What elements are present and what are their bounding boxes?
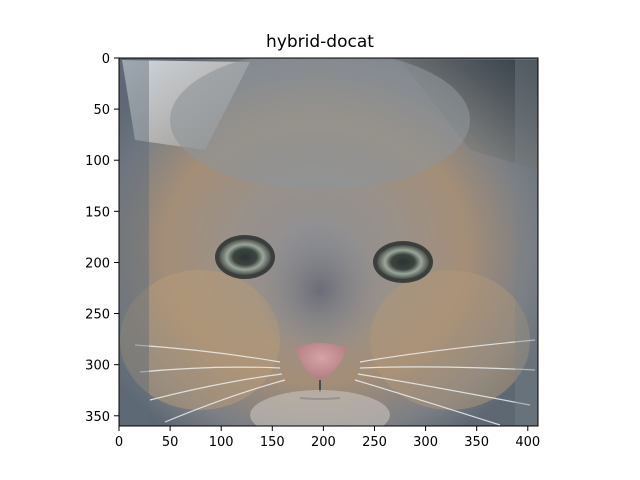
- x-tick-label: 400: [515, 435, 540, 450]
- x-tick-label: 300: [413, 435, 438, 450]
- y-tick-label: 0: [102, 52, 110, 67]
- x-tick-label: 350: [464, 435, 489, 450]
- x-tick-label: 250: [362, 435, 387, 450]
- x-tick-label: 50: [162, 435, 179, 450]
- x-tick-label: 150: [260, 435, 285, 450]
- x-tick-label: 200: [311, 435, 336, 450]
- y-tick-label: 350: [85, 410, 110, 425]
- plot-title: hybrid-docat: [266, 32, 374, 52]
- y-tick-label: 250: [85, 308, 110, 323]
- x-axis: 0 50 100 150 200 250 300 350 400: [115, 426, 540, 450]
- axes-frame: [118, 57, 539, 427]
- y-tick-label: 100: [85, 154, 110, 169]
- x-tick-label: 100: [209, 435, 234, 450]
- y-tick-label: 50: [93, 103, 110, 118]
- y-tick-label: 300: [85, 359, 110, 374]
- y-axis: 0 50 100 150 200 250 300 350: [85, 52, 119, 425]
- y-tick-label: 150: [85, 205, 110, 220]
- x-tick-label: 0: [115, 435, 123, 450]
- cat-face-image: [119, 58, 538, 426]
- y-tick-label: 200: [85, 256, 110, 271]
